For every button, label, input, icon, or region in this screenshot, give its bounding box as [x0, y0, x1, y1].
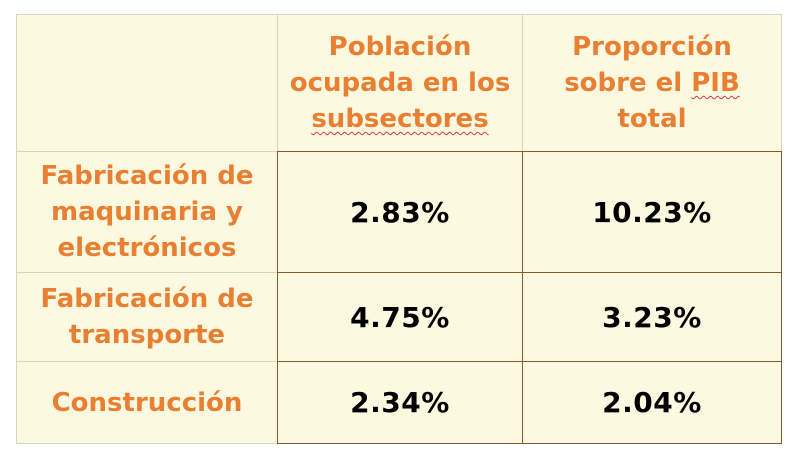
row-label-transport: Fabricación de transporte — [16, 272, 278, 362]
row2-gdp-value: 3.23% — [522, 272, 782, 362]
row1-label-line1: Fabricación de — [40, 161, 254, 191]
row2-label-line2: transporte — [68, 320, 226, 350]
row1-gdp-value: 10.23% — [522, 151, 782, 273]
header-employment-line1: Población — [328, 32, 472, 62]
row3-label-line1: Construcción — [51, 387, 243, 418]
header-gdp-line2b: PIB — [691, 68, 740, 98]
row2-employment-value: 4.75% — [277, 272, 523, 362]
row1-label-line3: electrónicos — [57, 233, 237, 263]
row-label-machinery: Fabricación de maquinaria y electrónicos — [16, 151, 278, 273]
row2-label-line1: Fabricación de — [40, 284, 254, 314]
row-label-construction: Construcción — [16, 361, 278, 444]
row1-employment-value: 2.83% — [277, 151, 523, 273]
data-table: Población ocupada en los subsectores Pro… — [16, 14, 782, 444]
row1-label-line2: maquinaria y — [50, 197, 243, 227]
header-empty-cell — [16, 14, 278, 152]
row3-gdp-value: 2.04% — [522, 361, 782, 444]
header-gdp-line3: total — [617, 104, 687, 134]
header-employment: Población ocupada en los subsectores — [277, 14, 523, 152]
header-employment-line2: ocupada en los — [289, 68, 511, 98]
header-gdp-line2a: sobre el — [564, 68, 692, 98]
header-gdp-line1: Proporción — [572, 32, 732, 62]
header-employment-line3: subsectores — [311, 104, 489, 134]
row3-employment-value: 2.34% — [277, 361, 523, 444]
header-gdp-share: Proporción sobre el PIB total — [522, 14, 782, 152]
